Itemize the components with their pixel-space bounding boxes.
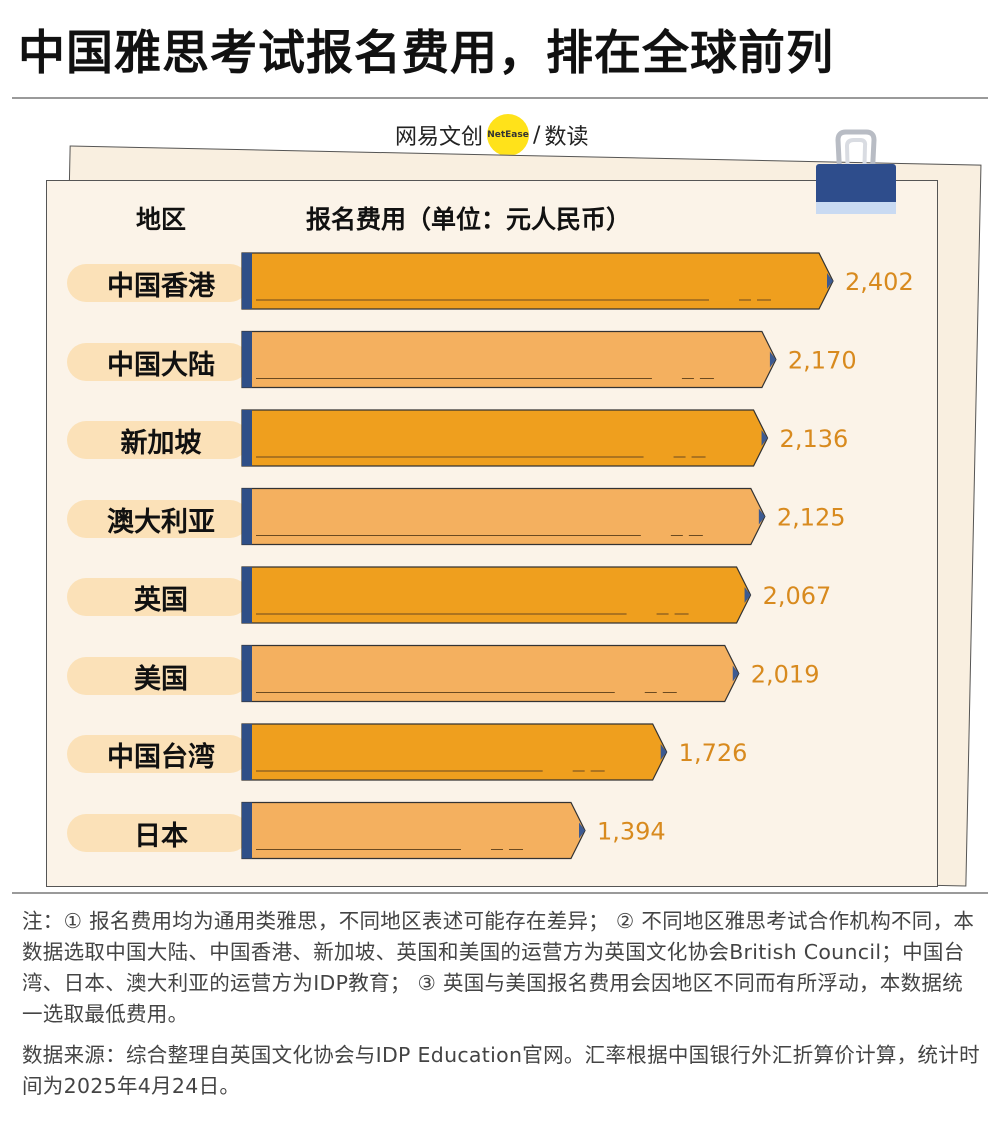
bar-body: [241, 566, 752, 624]
bar: 2,067: [241, 566, 832, 624]
bar-tip: [732, 665, 739, 682]
bar-end-cap: [242, 724, 252, 780]
bar-end-cap: [242, 645, 252, 702]
bar: 2,402: [241, 252, 914, 310]
bar: 2,019: [241, 644, 820, 703]
value-label: 2,170: [788, 347, 857, 375]
bar-body: [241, 409, 769, 467]
value-label: 1,394: [597, 818, 666, 846]
bar-body: [241, 801, 586, 860]
category-label: 中国台湾: [67, 735, 249, 773]
bar-body: [241, 723, 668, 781]
binder-clip-icon: [816, 129, 896, 214]
fee-column-header: 报名费用（单位：元人民币）: [306, 205, 632, 234]
brand-separator: /: [533, 122, 541, 148]
bar-end-cap: [242, 331, 252, 388]
bar: 2,136: [241, 409, 849, 467]
netease-dot-logo: NetEase: [487, 114, 530, 156]
category-label: 中国大陆: [67, 343, 249, 381]
brand-logo: 网易文创 NetEase / 数读: [395, 114, 589, 156]
bar-tip: [758, 508, 765, 525]
value-label: 2,136: [780, 425, 849, 453]
footnote: 注：① 报名费用均为通用类雅思，不同地区表述可能存在差异； ② 不同地区雅思考试…: [22, 909, 975, 1026]
value-label: 2,067: [763, 582, 832, 610]
bar-body: [241, 330, 777, 389]
bar-tip: [827, 273, 833, 289]
bar-body: [241, 644, 740, 703]
bar: 2,170: [241, 330, 857, 389]
notes-section: 注：① 报名费用均为通用类雅思，不同地区表述可能存在差异； ② 不同地区雅思考试…: [22, 906, 982, 1112]
bar-tip: [660, 744, 667, 760]
bar-end-cap: [242, 802, 252, 859]
bar-end-cap: [242, 410, 252, 466]
bar-tip: [761, 430, 768, 446]
brand-left-text: 网易文创: [395, 125, 484, 150]
value-label: 2,125: [777, 504, 846, 532]
category-label: 英国: [67, 578, 249, 616]
region-column-header: 地区: [136, 205, 187, 234]
category-label: 日本: [67, 814, 249, 852]
value-label: 2,402: [845, 268, 914, 296]
bar-body: [241, 252, 834, 310]
value-label: 2,019: [751, 661, 820, 689]
bar-tip: [744, 587, 751, 603]
category-label: 新加坡: [67, 421, 249, 459]
page-title: 中国雅思考试报名费用，排在全球前列: [18, 26, 834, 81]
brand-right-text: 数读: [544, 125, 589, 150]
value-label: 1,726: [679, 739, 748, 767]
bar-tip: [769, 351, 776, 368]
bar-end-cap: [242, 567, 252, 623]
category-label: 中国香港: [67, 264, 249, 302]
bar-chart: 2,402 2,170 2,136 2,125 2,067 2,019 1,726 1,394: [241, 252, 914, 860]
top-divider: [12, 97, 988, 99]
category-label: 澳大利亚: [67, 500, 249, 538]
bar: 1,726: [241, 723, 748, 781]
bottom-divider: [12, 892, 988, 894]
bar-end-cap: [242, 253, 252, 309]
bar-body: [241, 487, 766, 546]
bar: 2,125: [241, 487, 846, 546]
bar: 1,394: [241, 801, 666, 860]
category-label: 美国: [67, 657, 249, 695]
bar-end-cap: [242, 488, 252, 545]
bar-tip: [578, 822, 585, 839]
data-source: 数据来源：综合整理自英国文化协会与IDP Education官网。汇率根据中国银…: [22, 1043, 980, 1098]
